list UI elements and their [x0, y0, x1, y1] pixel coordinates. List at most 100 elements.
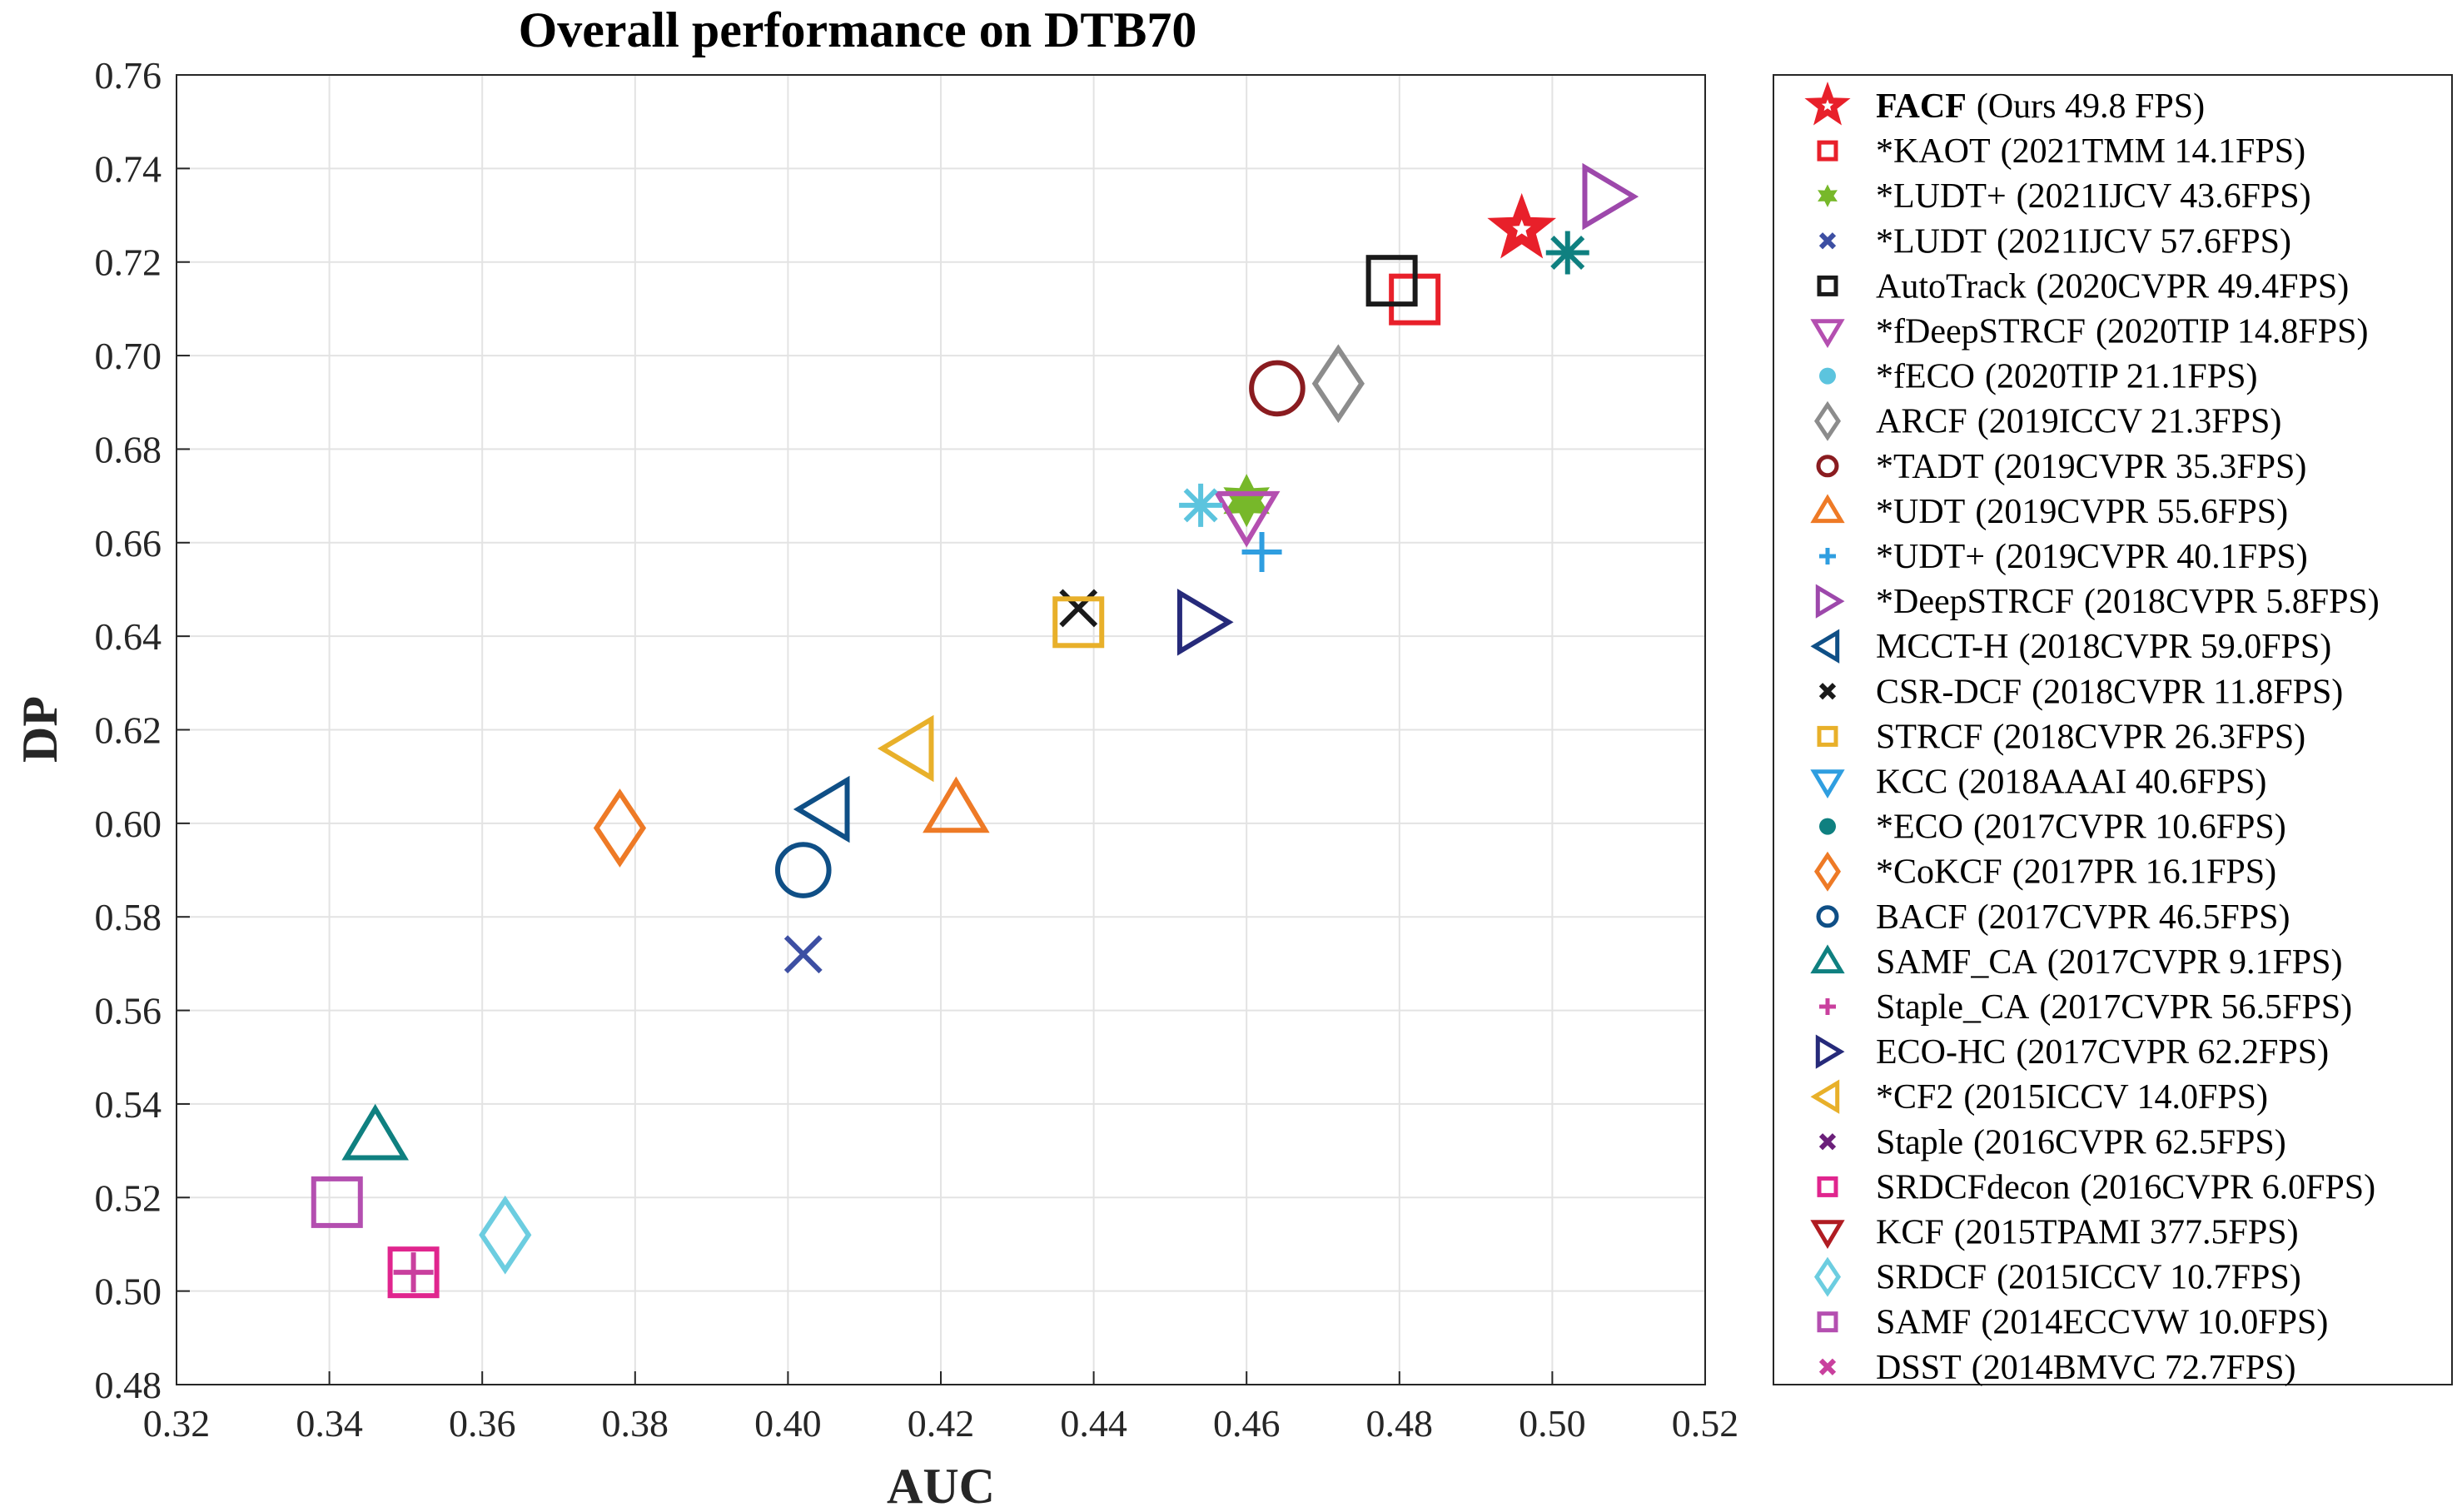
legend-deepstrcf: *DeepSTRCF (2018CVPR 5.8FPS)	[1815, 583, 2380, 621]
y-tick-label: 0.72	[95, 241, 162, 284]
legend-detail: (2016CVPR 62.5FPS)	[1973, 1123, 2286, 1161]
x-tick-label: 0.44	[1060, 1402, 1127, 1445]
point-strcf	[1052, 596, 1105, 649]
point-eco	[1545, 231, 1589, 275]
y-tick-label: 0.62	[95, 709, 162, 752]
legend-detail: (2019CVPR 35.3FPS)	[1994, 448, 2307, 486]
point-fdeepstrcf	[1212, 490, 1281, 548]
legend-name: AutoTrack	[1876, 267, 2026, 306]
point-eco-hc	[1176, 589, 1234, 656]
point-autotrack	[1365, 255, 1418, 307]
legend-marker	[1810, 629, 1840, 664]
legend-marker	[1810, 319, 1845, 348]
legend-name: SRDCF	[1876, 1259, 1987, 1297]
legend-dsst: DSST (2014BMVC 72.7FPS)	[1818, 1349, 2296, 1387]
legend-detail: (2020TIP 14.8FPS)	[2096, 313, 2369, 351]
legend-fdeepstrcf: *fDeepSTRCF (2020TIP 14.8FPS)	[1810, 313, 2369, 351]
legend-eco: *ECO (2017CVPR 10.6FPS)	[1819, 808, 2286, 847]
point-ludt	[783, 935, 823, 974]
legend-name: *KAOT	[1876, 132, 1991, 171]
legend-name: *LUDT	[1876, 222, 1987, 261]
legend-detail: (2017CVPR 46.5FPS)	[1977, 898, 2290, 937]
legend-ludt: *LUDT (2021IJCV 57.6FPS)	[1818, 222, 2291, 261]
legend-detail: (2014BMVC 72.7FPS)	[1972, 1349, 2296, 1387]
legend-name: SRDCFdecon	[1876, 1168, 2070, 1206]
legend-name: MCCT-H	[1876, 628, 2009, 666]
legend-marker	[1810, 1079, 1840, 1114]
legend-marker	[1817, 140, 1838, 162]
legend-name: *DeepSTRCF	[1876, 583, 2074, 621]
y-tick-label: 0.66	[95, 522, 162, 565]
legend-bacf: BACF (2017CVPR 46.5FPS)	[1816, 898, 2290, 937]
legend-marker	[1813, 1256, 1842, 1297]
point-samf	[311, 1176, 363, 1228]
legend-autotrack: AutoTrack (2020CVPR 49.4FPS)	[1817, 267, 2349, 306]
legend-detail: (2017CVPR 62.2FPS)	[2016, 1033, 2329, 1072]
legend-marker	[1804, 81, 1851, 126]
legend-marker	[1818, 1133, 1837, 1151]
y-tick-label: 0.64	[95, 615, 162, 658]
legend-marker	[1818, 1358, 1837, 1375]
point-staple-ca	[393, 1252, 434, 1293]
x-tick-label: 0.38	[602, 1402, 669, 1445]
y-tick-label: 0.48	[95, 1364, 162, 1406]
legend-detail: (2016CVPR 6.0FPS)	[2080, 1168, 2375, 1206]
point-csr-dcf	[1059, 589, 1098, 628]
point-mcct-h	[793, 775, 850, 843]
legend-name: *ECO	[1876, 808, 1963, 847]
point-udt	[923, 776, 990, 833]
legend-marker	[1818, 683, 1837, 700]
legend-name: CSR-DCF	[1876, 673, 2022, 711]
y-tick-label: 0.58	[95, 896, 162, 938]
legend-detail: (2017CVPR 10.6FPS)	[1973, 808, 2286, 847]
legend-name: *CoKCF	[1876, 853, 2002, 892]
legend-mcct-h: MCCT-H (2018CVPR 59.0FPS)	[1810, 628, 2332, 666]
legend-detail: (2018CVPR 59.0FPS)	[2019, 628, 2332, 666]
y-axis-label: DP	[12, 696, 67, 763]
legend-udt: *UDT+ (2019CVPR 40.1FPS)	[1819, 538, 2308, 576]
legend-name: KCF	[1876, 1214, 1944, 1252]
x-tick-label: 0.32	[143, 1402, 211, 1445]
data-points	[311, 162, 1639, 1299]
legend-marker	[1819, 818, 1836, 835]
legend-marker	[1818, 184, 1838, 207]
x-tick-label: 0.34	[296, 1402, 363, 1445]
legend-name: ARCF	[1876, 403, 1967, 441]
legend-srdcfdecon: SRDCFdecon (2016CVPR 6.0FPS)	[1817, 1168, 2375, 1206]
grid-lines	[176, 74, 1706, 1385]
legend-detail: (2017CVPR 9.1FPS)	[2047, 943, 2343, 982]
x-tick-label: 0.48	[1366, 1402, 1434, 1445]
legend-marker	[1819, 367, 1836, 385]
legend-name: SAMF_CA	[1876, 943, 2037, 982]
x-tick-label: 0.42	[908, 1402, 975, 1445]
point-srdcf	[479, 1195, 532, 1275]
legend-kaot: *KAOT (2021TMM 14.1FPS)	[1817, 132, 2305, 171]
point-cf2	[877, 714, 934, 783]
legend-name: *LUDT+	[1876, 177, 2007, 216]
legend-staple: Staple (2016CVPR 62.5FPS)	[1818, 1123, 2286, 1161]
y-tick-label: 0.74	[95, 147, 162, 190]
legend-cf2: *CF2 (2015ICCV 14.0FPS)	[1810, 1078, 2268, 1117]
legend-marker	[1817, 275, 1838, 296]
legend	[1773, 74, 2453, 1385]
x-tick-label: 0.46	[1213, 1402, 1281, 1445]
legend-detail: (2021IJCV 43.6FPS)	[2017, 177, 2311, 216]
legend-marker	[1819, 548, 1836, 565]
legend-detail: (2020TIP 21.1FPS)	[1985, 358, 2258, 396]
legend-samf: SAMF (2014ECCVW 10.0FPS)	[1817, 1304, 2328, 1342]
legend-detail: (2021TMM 14.1FPS)	[2001, 132, 2305, 171]
legend-detail: (2019ICCV 21.3FPS)	[1977, 403, 2282, 441]
legend-srdcf: SRDCF (2015ICCV 10.7FPS)	[1813, 1256, 2301, 1297]
legend-detail: (2019CVPR 40.1FPS)	[1995, 538, 2308, 576]
legend-marker	[1816, 905, 1839, 928]
legend-marker	[1815, 1034, 1845, 1069]
point-tadt	[1249, 360, 1306, 417]
legend-name: *fECO	[1876, 358, 1975, 396]
y-tick-label: 0.76	[95, 54, 162, 97]
legend-name: STRCF	[1876, 718, 1982, 756]
y-tick-label: 0.56	[95, 990, 162, 1032]
legend-marker	[1817, 725, 1838, 747]
legend-kcf: KCF (2015TPAMI 377.5FPS)	[1810, 1214, 2299, 1252]
point-bacf	[774, 842, 832, 898]
